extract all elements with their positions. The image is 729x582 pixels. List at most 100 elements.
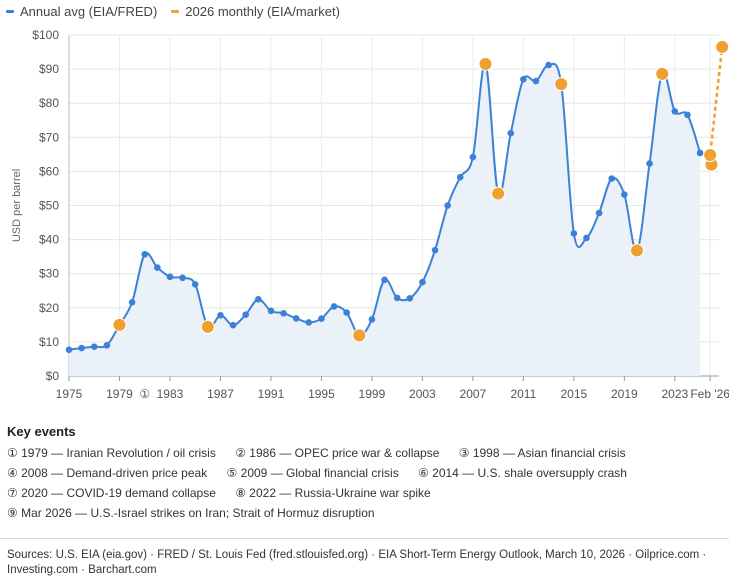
x-tick-label: 2003 <box>409 387 436 401</box>
data-point <box>368 316 376 323</box>
data-point <box>570 230 578 237</box>
x-tick-label: 2019 <box>611 387 638 401</box>
series-area-annual <box>69 63 701 377</box>
y-tick-label: $30 <box>39 267 59 281</box>
data-point <box>444 202 451 209</box>
data-point <box>532 77 540 85</box>
y-tick-label: $0 <box>46 369 60 383</box>
data-point <box>520 76 527 83</box>
legend-swatch-annual <box>6 9 14 13</box>
x-tick-label: 1987 <box>207 387 234 401</box>
key-event-item: ① 1979 — Iranian Revolution / oil crisis <box>7 446 216 460</box>
data-point <box>393 294 401 302</box>
data-point <box>646 160 653 167</box>
data-point <box>583 234 590 242</box>
x-tick-label: 2007 <box>460 387 487 401</box>
key-event-item: ② 1986 — OPEC price war & collapse <box>235 446 440 460</box>
legend-item-monthly[interactable]: 2026 monthly (EIA/market) <box>171 4 340 19</box>
data-point <box>78 344 85 352</box>
event-marker <box>554 77 569 92</box>
data-point <box>305 319 313 326</box>
x-tick-label: 1995 <box>308 387 335 401</box>
event-marker <box>200 319 215 334</box>
data-point <box>242 311 249 318</box>
data-point <box>318 315 325 323</box>
key-event-item: ⑧ 2022 — Russia-Ukraine war spike <box>235 486 431 500</box>
data-point <box>684 111 691 119</box>
key-event-item: ⑥ 2014 — U.S. shale oversupply crash <box>418 466 627 480</box>
data-point <box>469 153 477 161</box>
key-events-row: ④ 2008 — Demand-driven price peak ⑤ 2009… <box>7 463 723 483</box>
y-tick-label: $10 <box>39 335 59 349</box>
data-point <box>267 307 275 315</box>
data-point <box>154 264 161 271</box>
data-point <box>90 343 98 350</box>
x-tick-label: 2023 <box>661 387 688 401</box>
x-tick-label: Feb '26 <box>690 387 729 401</box>
data-point <box>217 312 224 319</box>
x-annotation-label: ① <box>139 387 150 401</box>
data-point <box>595 209 603 217</box>
data-point <box>456 173 464 181</box>
key-events: Key events ① 1979 — Iranian Revolution /… <box>7 424 723 523</box>
key-events-row: ① 1979 — Iranian Revolution / oil crisis… <box>7 443 723 463</box>
data-point <box>343 309 350 316</box>
key-event-item: ③ 1998 — Asian financial crisis <box>458 446 626 460</box>
data-point <box>507 129 515 137</box>
y-tick-label: $20 <box>39 301 59 315</box>
data-point <box>406 294 414 302</box>
data-point <box>191 280 199 288</box>
legend-label-monthly: 2026 monthly (EIA/market) <box>185 3 340 19</box>
key-event-item: ④ 2008 — Demand-driven price peak <box>7 466 208 480</box>
data-point <box>280 309 287 317</box>
y-axis-label: USD per barrel <box>11 169 23 242</box>
event-marker <box>655 66 670 81</box>
data-point <box>330 303 338 310</box>
key-events-title: Key events <box>7 424 76 439</box>
data-point <box>608 175 616 182</box>
y-tick-label: $80 <box>39 96 59 110</box>
data-point <box>103 342 111 349</box>
data-point <box>255 295 262 303</box>
y-tick-label: $100 <box>32 28 59 42</box>
data-point <box>141 250 149 258</box>
oil-price-chart: $0 $10 $20 $30 $40 $50 $60 $70 $80 $90 $100 1975 197… <box>11 28 729 401</box>
event-marker <box>112 317 127 332</box>
key-events-row: ⑨ Mar 2026 — U.S.-Israel strikes on Iran… <box>7 503 723 523</box>
data-point <box>166 273 174 281</box>
data-point <box>128 299 136 306</box>
sources-text: Sources: U.S. EIA (eia.gov) · FRED / St.… <box>7 549 707 576</box>
key-events-row: ⑦ 2020 — COVID-19 demand collapse ⑧ 2022… <box>7 483 723 503</box>
event-marker <box>478 56 493 71</box>
data-point <box>671 108 679 115</box>
x-tick-label: 1979 <box>106 387 133 401</box>
data-point <box>292 315 300 322</box>
legend-swatch-monthly <box>171 9 180 13</box>
key-event-item: ⑦ 2020 — COVID-19 demand collapse <box>7 486 216 500</box>
key-event-item: ⑨ Mar 2026 — U.S.-Israel strikes on Iran… <box>7 506 375 520</box>
event-marker <box>629 243 644 258</box>
data-point <box>65 346 73 354</box>
x-tick-label: 2015 <box>561 387 588 401</box>
x-tick-label: 2011 <box>510 387 536 401</box>
x-tick-label: 1975 <box>56 387 83 401</box>
monthly-marker <box>715 39 729 54</box>
data-point <box>696 149 704 157</box>
x-tick-label: 1991 <box>258 387 285 401</box>
y-tick-label: $70 <box>39 130 59 144</box>
y-tick-label: $40 <box>39 233 59 247</box>
legend-item-annual[interactable]: Annual avg (EIA/FRED) <box>6 4 157 19</box>
legend-label-annual: Annual avg (EIA/FRED) <box>20 3 158 19</box>
x-tick-label: 1999 <box>359 387 386 401</box>
y-tick-label: $60 <box>39 164 59 178</box>
data-point <box>431 246 439 254</box>
chart-legend: Annual avg (EIA/FRED) 2026 monthly (EIA/… <box>6 2 340 20</box>
data-point <box>545 61 552 69</box>
data-point <box>179 274 186 282</box>
monthly-marker <box>703 148 718 163</box>
data-point <box>621 191 628 198</box>
data-point <box>229 321 237 329</box>
y-tick-label: $90 <box>39 62 59 76</box>
sources-footer: Sources: U.S. EIA (eia.gov) · FRED / St.… <box>0 538 729 578</box>
y-tick-label: $50 <box>39 199 59 213</box>
